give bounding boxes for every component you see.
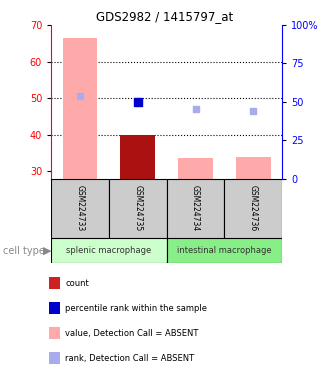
Text: GSM224735: GSM224735 (133, 185, 142, 232)
Bar (50, 277, 60, 289)
Text: count: count (65, 279, 89, 288)
Point (251, 108, 256, 114)
Point (193, 106, 198, 112)
Text: value, Detection Call = ABSENT: value, Detection Call = ABSENT (65, 329, 199, 338)
Bar (224, 179, 282, 238)
Text: cell type: cell type (3, 245, 45, 256)
Point (77, 93, 82, 99)
Text: percentile rank within the sample: percentile rank within the sample (65, 304, 207, 313)
Bar (63, 38, 97, 179)
Bar (51, 238, 167, 263)
Bar (167, 179, 224, 238)
Bar (120, 135, 155, 179)
Bar (236, 157, 271, 179)
Bar (50, 352, 60, 364)
Text: splenic macrophage: splenic macrophage (66, 246, 151, 255)
Text: rank, Detection Call = ABSENT: rank, Detection Call = ABSENT (65, 354, 194, 362)
Text: GSM224736: GSM224736 (249, 185, 258, 232)
Bar (50, 302, 60, 314)
Bar (178, 159, 213, 179)
Text: intestinal macrophage: intestinal macrophage (177, 246, 272, 255)
Point (135, 99, 140, 105)
Text: ▶: ▶ (43, 245, 51, 256)
Bar (50, 327, 60, 339)
Text: GSM224733: GSM224733 (76, 185, 84, 232)
Bar (109, 179, 167, 238)
Text: GDS2982 / 1415797_at: GDS2982 / 1415797_at (96, 10, 234, 23)
Bar (51, 179, 109, 238)
Text: GSM224734: GSM224734 (191, 185, 200, 232)
Bar (167, 238, 282, 263)
